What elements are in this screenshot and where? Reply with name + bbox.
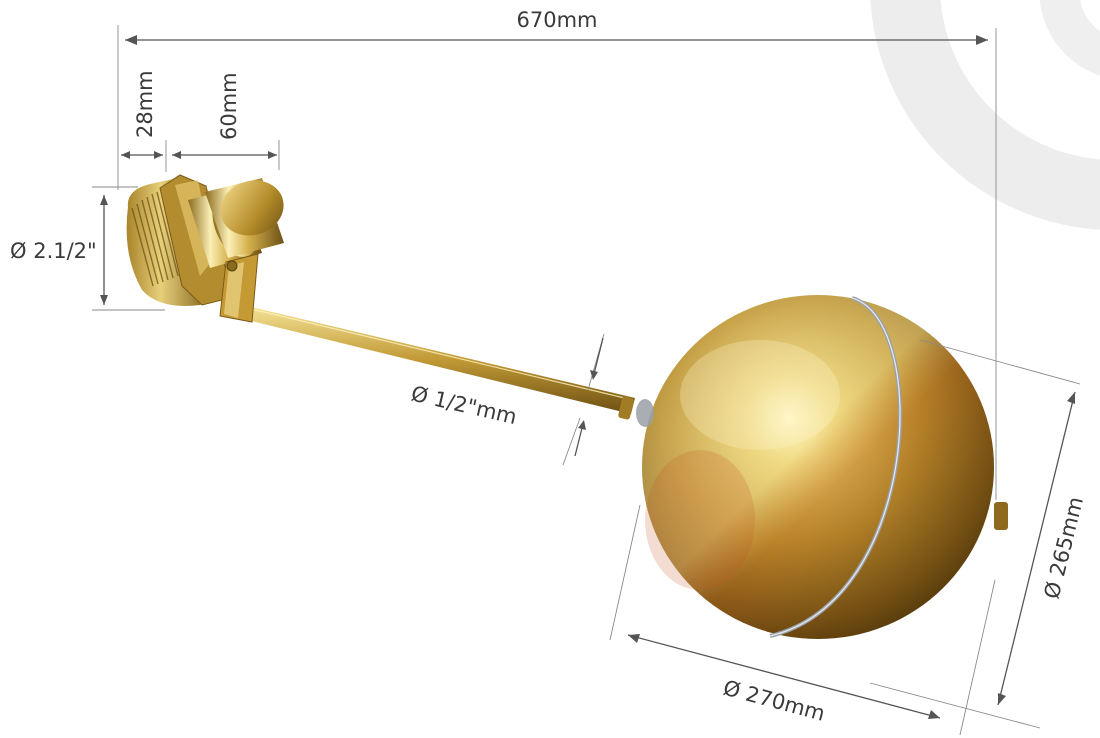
overall-length-label: 670mm <box>517 8 598 32</box>
rod-diameter-label: Ø 1/2"mm <box>409 381 519 429</box>
ball-height-label: Ø 265mm <box>1040 494 1088 601</box>
dimension-thread-length: 28mm <box>121 70 167 172</box>
valve-end-cap <box>220 180 284 236</box>
dimension-valve-body-length: 60mm <box>172 72 280 170</box>
thread-length-label: 28mm <box>133 70 157 138</box>
watermark-arcs <box>870 0 1100 230</box>
dimension-thread-diameter: Ø 2.1/2" <box>10 186 165 311</box>
ball-stud <box>994 502 1008 530</box>
pivot-pin <box>226 260 238 272</box>
float-ball <box>636 295 1008 639</box>
dimension-overall-length: 670mm <box>117 8 997 500</box>
thread-diameter-label: Ø 2.1/2" <box>10 239 97 263</box>
valve-body <box>126 174 284 323</box>
float-rod <box>239 305 635 420</box>
valve-body-length-label: 60mm <box>217 72 241 140</box>
